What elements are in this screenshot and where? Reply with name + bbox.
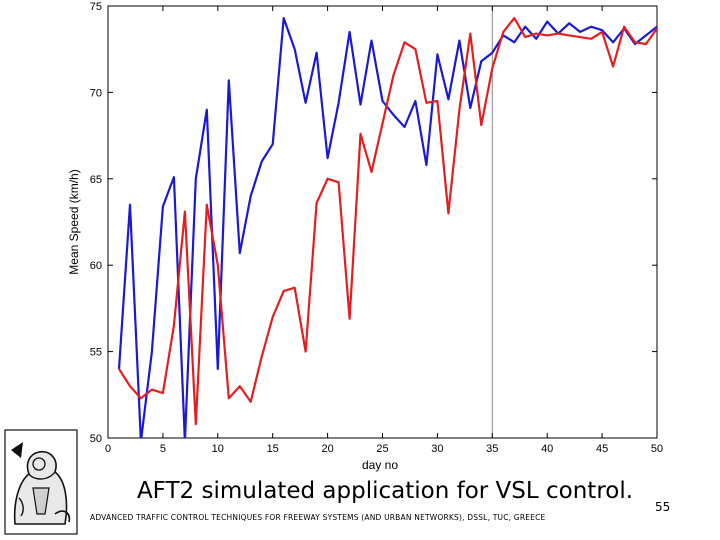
x-tick-label: 40 bbox=[541, 443, 553, 455]
plot-frame bbox=[107, 5, 658, 439]
y-tick-label: 60 bbox=[90, 260, 102, 272]
university-logo-icon bbox=[4, 429, 78, 535]
y-tick-labels: 50 55 60 65 70 75 bbox=[90, 1, 102, 445]
y-tick-label: 65 bbox=[90, 174, 102, 186]
y-tick-label: 75 bbox=[90, 1, 102, 13]
axes bbox=[107, 5, 658, 439]
x-tick-label: 50 bbox=[651, 443, 663, 455]
y-tick-label: 55 bbox=[90, 347, 102, 359]
slide-footer: ADVANCED TRAFFIC CONTROL TECHNIQUES FOR … bbox=[90, 513, 546, 522]
x-tick-label: 10 bbox=[212, 443, 224, 455]
plot-area bbox=[107, 5, 658, 439]
series-line-2 bbox=[118, 17, 657, 426]
x-tick-label: 15 bbox=[267, 443, 279, 455]
page-number: 55 bbox=[655, 500, 671, 514]
x-tick-labels: 0 5 10 15 20 25 30 35 40 45 50 bbox=[105, 443, 663, 455]
x-tick-label: 45 bbox=[596, 443, 608, 455]
y-axis-label: Mean Speed (km/h) bbox=[67, 169, 81, 274]
x-tick-label: 30 bbox=[431, 443, 443, 455]
x-axis-label: day no bbox=[362, 458, 398, 472]
slide-caption: AFT2 simulated application for VSL contr… bbox=[136, 478, 634, 504]
y-tick-label: 50 bbox=[90, 433, 102, 445]
series-line-1 bbox=[117, 17, 657, 438]
x-tick-label: 5 bbox=[160, 443, 166, 455]
series-layer bbox=[117, 17, 657, 438]
y-tick-label: 70 bbox=[90, 87, 102, 99]
x-tick-label: 0 bbox=[105, 443, 111, 455]
x-tick-label: 35 bbox=[486, 443, 498, 455]
x-tick-label: 20 bbox=[321, 443, 333, 455]
x-tick-label: 25 bbox=[376, 443, 388, 455]
